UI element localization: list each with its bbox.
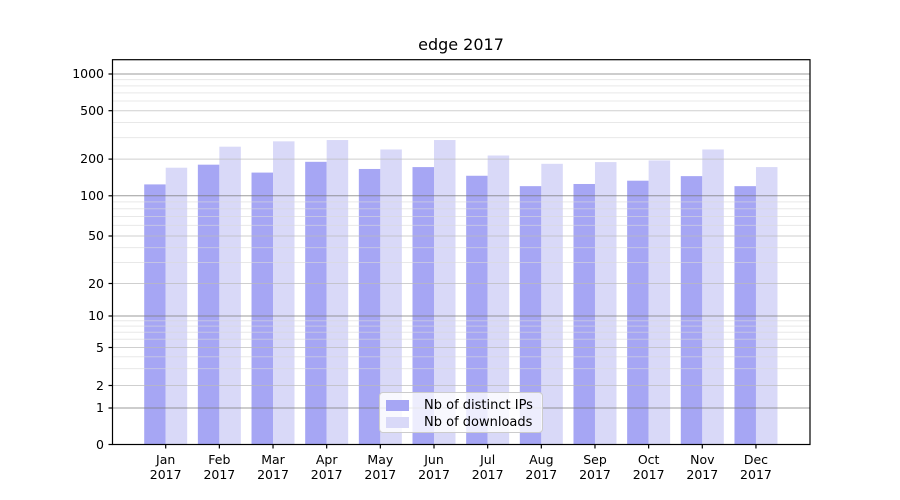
y-tick-label: 10 <box>88 308 104 323</box>
x-tick-label: Feb 2017 <box>203 452 236 482</box>
bar-distinct-ips-may <box>358 168 381 445</box>
legend: Nb of distinct IPs Nb of downloads <box>379 392 543 433</box>
y-tick-label: 5 <box>96 339 104 355</box>
bar-downloads-sep <box>594 162 617 445</box>
x-tick-label: Aug 2017 <box>525 452 558 482</box>
bar-downloads-jul <box>487 155 510 445</box>
x-tick-label: Mar 2017 <box>257 452 289 482</box>
legend-swatch-downloads-icon <box>386 417 409 428</box>
bar-downloads-feb <box>219 146 241 445</box>
y-tick-label: 50 <box>88 228 104 243</box>
bar-distinct-ips-mar <box>251 172 274 445</box>
bar-distinct-ips-apr <box>305 161 327 445</box>
y-tick-label: 0 <box>96 436 104 452</box>
bar-distinct-ips-oct <box>627 180 649 445</box>
legend-label-downloads: Nb of downloads <box>424 415 533 430</box>
bar-downloads-oct <box>648 160 671 445</box>
chart-title: edge 2017 <box>418 35 504 54</box>
bar-downloads-jan <box>165 167 188 445</box>
bar-distinct-ips-sep <box>573 183 595 445</box>
y-tick-label: 2 <box>96 377 104 393</box>
x-tick-label: Apr 2017 <box>310 452 343 482</box>
bar-distinct-ips-jul <box>466 175 488 445</box>
plot-border <box>111 59 811 446</box>
legend-item: Nb of distinct IPs <box>386 397 542 414</box>
y-tick-label: 1000 <box>72 66 104 81</box>
y-tick-label: 200 <box>80 151 104 167</box>
bar-distinct-ips-feb <box>197 164 220 445</box>
bar-distinct-ips-dec <box>734 186 756 445</box>
y-tick-label: 500 <box>80 102 104 118</box>
bar-downloads-nov <box>702 149 724 445</box>
bar-distinct-ips-nov <box>680 176 703 445</box>
bar-distinct-ips-jan <box>144 184 166 445</box>
bar-distinct-ips-aug <box>519 186 542 445</box>
y-tick-label: 1 <box>96 400 104 415</box>
y-tick-label: 100 <box>80 187 104 203</box>
x-tick-label: Oct 2017 <box>632 452 665 482</box>
x-tick-label: Jul 2017 <box>471 452 504 482</box>
x-tick-label: Nov 2017 <box>686 452 719 482</box>
x-tick-label: May 2017 <box>364 452 397 482</box>
x-tick-label: Jan 2017 <box>149 452 182 482</box>
bar-downloads-apr <box>326 140 349 445</box>
legend-item: Nb of downloads <box>386 414 542 431</box>
x-tick-label: Dec 2017 <box>740 452 772 482</box>
x-tick-label: Jun 2017 <box>418 452 450 482</box>
legend-label-distinct-ips: Nb of distinct IPs <box>424 398 533 413</box>
legend-swatch-distinct-ips-icon <box>386 400 409 411</box>
x-tick-label: Sep 2017 <box>579 452 611 482</box>
bar-downloads-aug <box>541 163 563 445</box>
bar-downloads-mar <box>273 141 295 445</box>
y-tick-label: 20 <box>88 275 104 291</box>
bar-downloads-may <box>380 149 402 445</box>
